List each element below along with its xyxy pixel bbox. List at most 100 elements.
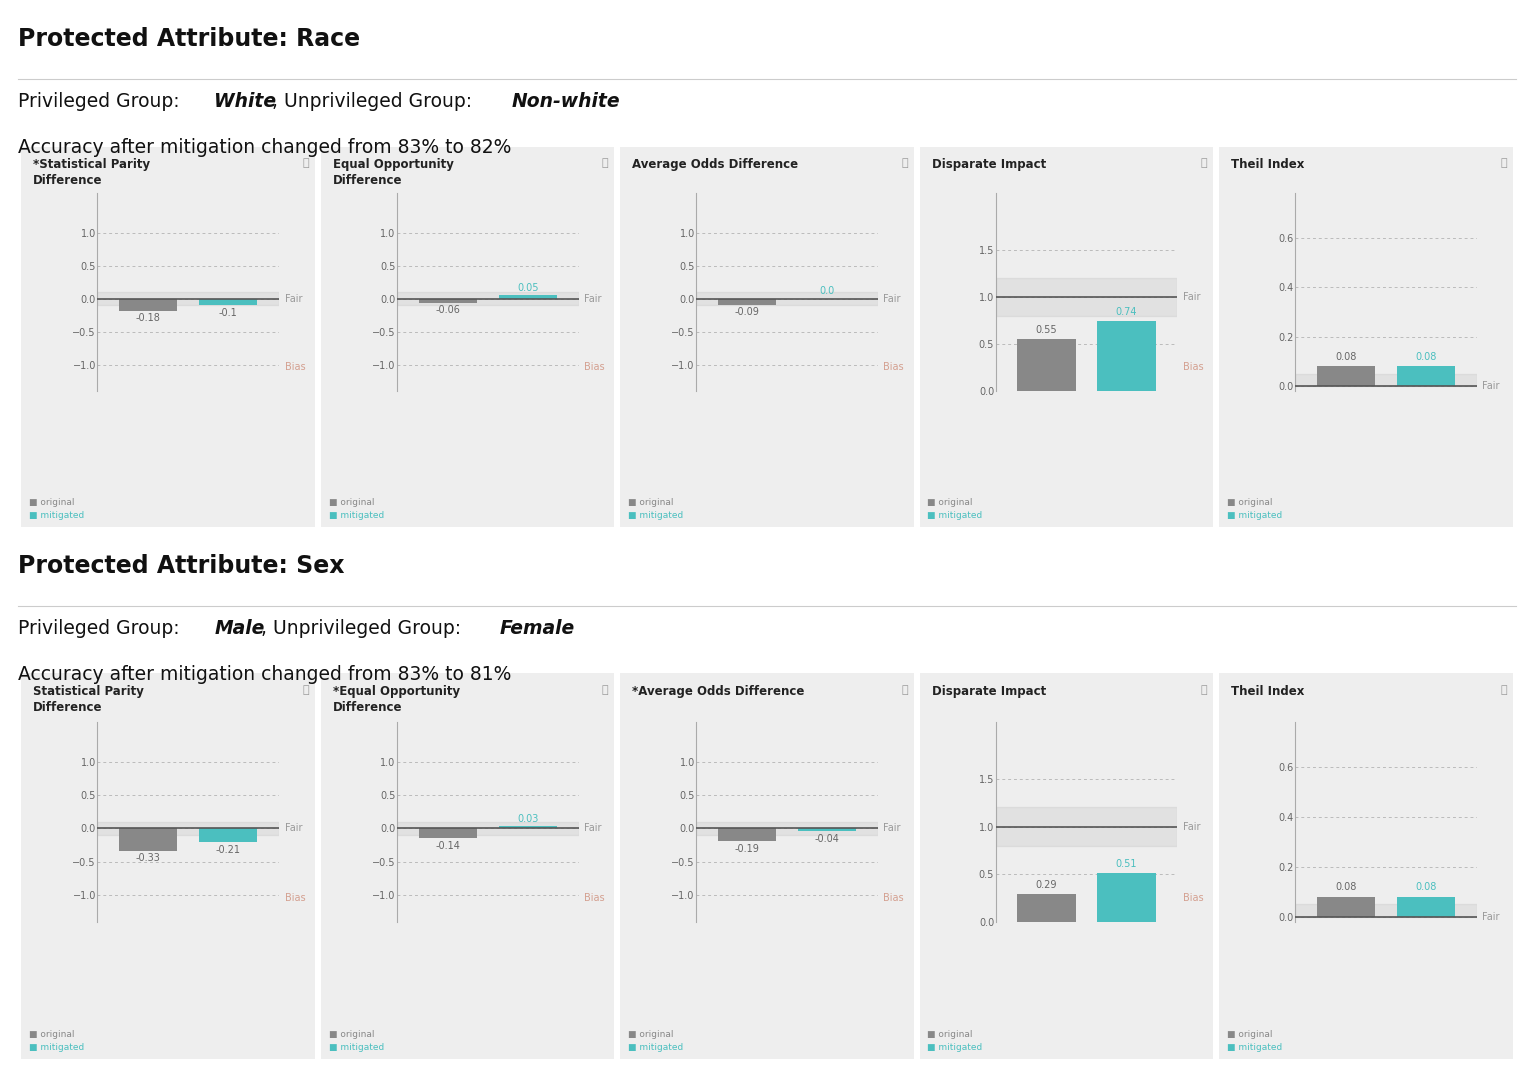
Bar bbox=[996, 278, 1178, 316]
Text: ■ mitigated: ■ mitigated bbox=[627, 512, 683, 520]
Text: ■ original: ■ original bbox=[627, 498, 673, 507]
Bar bbox=[996, 808, 1178, 846]
Bar bbox=[1017, 339, 1075, 391]
Text: Fair: Fair bbox=[584, 293, 601, 304]
Text: ⓘ: ⓘ bbox=[302, 685, 308, 695]
Text: ■ mitigated: ■ mitigated bbox=[328, 1044, 384, 1052]
Text: , Unprivileged Group:: , Unprivileged Group: bbox=[261, 619, 466, 637]
Text: ⓘ: ⓘ bbox=[900, 157, 908, 168]
Text: ■ original: ■ original bbox=[928, 498, 973, 507]
Text: ■ original: ■ original bbox=[328, 1031, 374, 1039]
Text: 0.74: 0.74 bbox=[1115, 307, 1137, 317]
Bar bbox=[798, 829, 856, 831]
Text: Fair: Fair bbox=[1183, 821, 1201, 832]
Text: ■ mitigated: ■ mitigated bbox=[1227, 512, 1282, 520]
Text: -0.04: -0.04 bbox=[815, 834, 839, 844]
Text: Bias: Bias bbox=[285, 363, 305, 372]
Text: *Average Odds Difference: *Average Odds Difference bbox=[632, 685, 804, 698]
Text: 0.08: 0.08 bbox=[1416, 352, 1437, 362]
Text: Fair: Fair bbox=[1482, 381, 1500, 391]
Text: 0.29: 0.29 bbox=[1035, 880, 1057, 889]
Bar bbox=[97, 292, 279, 305]
Bar bbox=[199, 829, 258, 843]
Text: 0.08: 0.08 bbox=[1416, 883, 1437, 893]
Text: ⓘ: ⓘ bbox=[302, 157, 308, 168]
Text: Fair: Fair bbox=[1482, 912, 1500, 922]
Bar bbox=[696, 292, 877, 305]
Bar bbox=[1295, 905, 1477, 917]
Text: 0.0: 0.0 bbox=[819, 286, 834, 296]
Text: Fair: Fair bbox=[285, 823, 302, 833]
Text: Non-white: Non-white bbox=[511, 92, 620, 111]
Text: ■ original: ■ original bbox=[1227, 498, 1272, 507]
Text: Fair: Fair bbox=[584, 823, 601, 833]
Text: Privileged Group:: Privileged Group: bbox=[18, 92, 186, 111]
Text: Bias: Bias bbox=[584, 893, 604, 902]
Text: 0.08: 0.08 bbox=[1335, 352, 1356, 362]
Bar bbox=[1017, 895, 1075, 922]
Text: ■ mitigated: ■ mitigated bbox=[928, 1044, 983, 1052]
Text: -0.09: -0.09 bbox=[735, 307, 759, 317]
Text: Privileged Group:: Privileged Group: bbox=[18, 619, 186, 637]
Bar bbox=[419, 299, 477, 303]
Bar bbox=[718, 299, 776, 305]
Text: Accuracy after mitigation changed from 83% to 81%: Accuracy after mitigation changed from 8… bbox=[18, 665, 512, 683]
Bar bbox=[1397, 897, 1456, 917]
Text: Bias: Bias bbox=[285, 893, 305, 902]
Bar bbox=[499, 826, 557, 829]
Text: Protected Attribute: Race: Protected Attribute: Race bbox=[18, 27, 360, 51]
Text: Equal Opportunity
Difference: Equal Opportunity Difference bbox=[333, 157, 454, 187]
Bar bbox=[97, 822, 279, 835]
Text: 0.03: 0.03 bbox=[517, 813, 538, 824]
Text: Bias: Bias bbox=[884, 363, 904, 372]
Text: Bias: Bias bbox=[1183, 893, 1204, 902]
Text: 0.51: 0.51 bbox=[1115, 859, 1137, 869]
Text: ■ original: ■ original bbox=[1227, 1031, 1272, 1039]
Text: White: White bbox=[215, 92, 276, 111]
Text: 0.55: 0.55 bbox=[1035, 325, 1057, 334]
Bar bbox=[1397, 366, 1456, 386]
Text: Bias: Bias bbox=[584, 363, 604, 372]
Text: ■ mitigated: ■ mitigated bbox=[29, 1044, 84, 1052]
Bar bbox=[1097, 873, 1155, 922]
Bar bbox=[499, 295, 557, 299]
Bar bbox=[120, 829, 178, 850]
Text: Fair: Fair bbox=[884, 293, 900, 304]
Text: ⓘ: ⓘ bbox=[1201, 685, 1207, 695]
Text: -0.19: -0.19 bbox=[735, 844, 759, 854]
Text: Statistical Parity
Difference: Statistical Parity Difference bbox=[34, 685, 144, 714]
Text: -0.14: -0.14 bbox=[436, 841, 460, 850]
Bar bbox=[1316, 366, 1374, 386]
Text: ■ mitigated: ■ mitigated bbox=[928, 512, 983, 520]
Text: Disparate Impact: Disparate Impact bbox=[931, 685, 1046, 698]
Text: -0.33: -0.33 bbox=[137, 854, 161, 863]
Text: ⓘ: ⓘ bbox=[1500, 157, 1506, 168]
Text: Accuracy after mitigation changed from 83% to 82%: Accuracy after mitigation changed from 8… bbox=[18, 138, 512, 156]
Text: ■ original: ■ original bbox=[627, 1031, 673, 1039]
Text: ■ mitigated: ■ mitigated bbox=[328, 512, 384, 520]
Bar bbox=[1295, 374, 1477, 386]
Text: ■ mitigated: ■ mitigated bbox=[1227, 1044, 1282, 1052]
Text: 0.08: 0.08 bbox=[1335, 883, 1356, 893]
Text: Bias: Bias bbox=[884, 893, 904, 902]
Text: ■ original: ■ original bbox=[928, 1031, 973, 1039]
Bar bbox=[1316, 897, 1374, 917]
Bar bbox=[419, 829, 477, 837]
Text: Disparate Impact: Disparate Impact bbox=[931, 157, 1046, 171]
Text: Fair: Fair bbox=[1183, 292, 1201, 302]
Text: Average Odds Difference: Average Odds Difference bbox=[632, 157, 798, 171]
Text: Fair: Fair bbox=[884, 823, 900, 833]
Text: , Unprivileged Group:: , Unprivileged Group: bbox=[272, 92, 479, 111]
Text: *Statistical Parity
Difference: *Statistical Parity Difference bbox=[34, 157, 150, 187]
Text: ■ mitigated: ■ mitigated bbox=[627, 1044, 683, 1052]
Text: ⓘ: ⓘ bbox=[601, 157, 609, 168]
Text: ⓘ: ⓘ bbox=[1201, 157, 1207, 168]
Bar bbox=[718, 829, 776, 842]
Bar bbox=[120, 299, 178, 311]
Text: Male: Male bbox=[215, 619, 264, 637]
Bar bbox=[397, 822, 578, 835]
Text: ■ mitigated: ■ mitigated bbox=[29, 512, 84, 520]
Text: Female: Female bbox=[500, 619, 575, 637]
Text: -0.1: -0.1 bbox=[219, 308, 238, 318]
Text: Protected Attribute: Sex: Protected Attribute: Sex bbox=[18, 554, 345, 578]
